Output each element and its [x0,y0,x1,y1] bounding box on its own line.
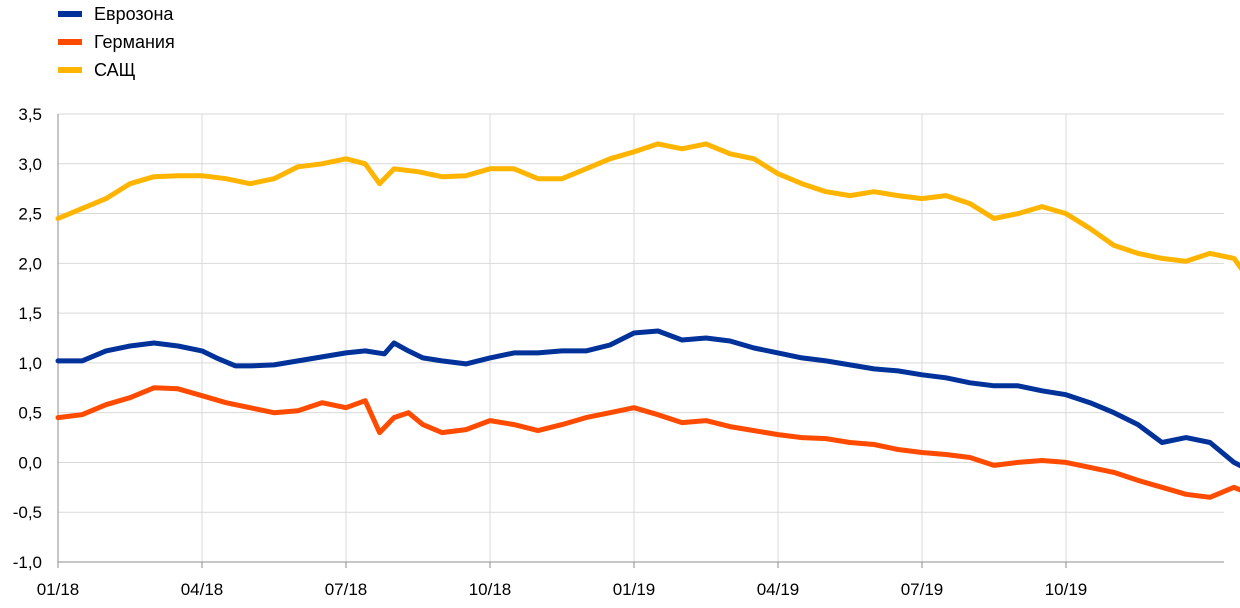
x-tick-label: 10/19 [1045,580,1088,599]
y-tick-label: 1,5 [18,304,42,323]
series-line-0 [55,328,1240,469]
axes: -1,0 -0,5 0,0 0,5 1,0 1,5 2,0 2,5 3,0 3,5 01/18 04/… [13,105,1224,599]
series-line-2 [55,141,1240,271]
y-tick-label: 0,0 [18,453,42,472]
legend-label: Еврозона [94,4,174,24]
legend-label: САЩ [94,60,136,80]
legend-swatch [58,39,82,45]
series-line-1 [55,385,1240,500]
gridlines [58,113,1224,562]
x-tick-label: 04/18 [181,580,224,599]
y-tick-label: 2,0 [18,254,42,273]
series-lines [55,141,1240,500]
x-tick-label: 10/18 [469,580,512,599]
x-tick-label: 01/19 [613,580,656,599]
x-tick-label: 01/18 [37,580,80,599]
y-tick-label: 0,5 [18,404,42,423]
legend-swatch [58,67,82,73]
legend-swatch [58,11,82,17]
x-tick-label: 07/18 [325,580,368,599]
x-tick-label: 04/19 [757,580,800,599]
legend: Еврозона Германия САЩ [58,4,175,80]
y-tick-label: -0,5 [13,503,42,522]
y-tick-label: 1,0 [18,354,42,373]
y-tick-label: 3,0 [18,155,42,174]
y-tick-label: -1,0 [13,553,42,572]
y-tick-label: 3,5 [18,105,42,124]
y-tick-label: 2,5 [18,205,42,224]
legend-label: Германия [94,32,175,52]
x-tick-label: 07/19 [901,580,944,599]
